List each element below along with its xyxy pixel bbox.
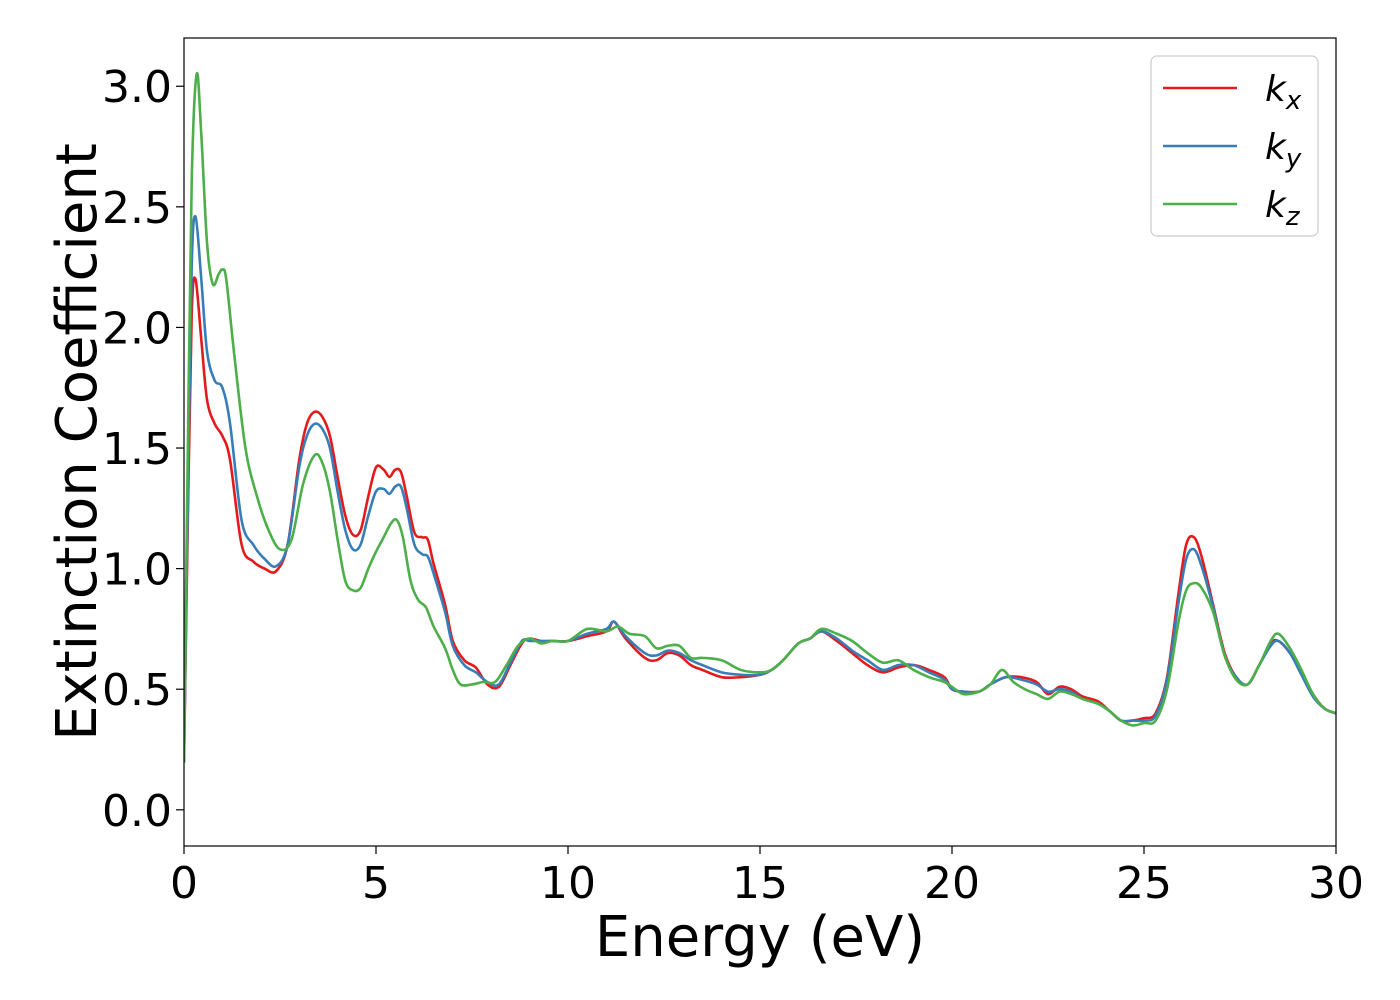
- series-line-ky: [184, 214, 1336, 763]
- y-axis-label: Extinction Coefficient: [45, 143, 110, 741]
- legend-label-ky: ky: [1265, 127, 1302, 174]
- x-tick-label: 15: [732, 858, 788, 909]
- x-tick-label: 30: [1308, 858, 1364, 909]
- y-axis: 0.0 0.5 1.0 1.5 2.0 2.5 3.0: [102, 62, 184, 837]
- x-axis-label: Energy (eV): [595, 905, 925, 970]
- y-tick-label: 2.5: [102, 183, 172, 234]
- y-tick-label: 0.5: [102, 665, 172, 716]
- x-tick-label: 25: [1116, 858, 1172, 909]
- y-tick-label: 3.0: [102, 62, 172, 113]
- y-tick-label: 1.5: [102, 424, 172, 475]
- x-tick-label: 0: [170, 858, 198, 909]
- x-tick-label: 20: [924, 858, 980, 909]
- legend-label-kx: kx: [1265, 69, 1302, 116]
- x-tick-label: 5: [362, 858, 390, 909]
- x-tick-label: 10: [540, 858, 596, 909]
- y-tick-label: 0.0: [102, 786, 172, 837]
- y-tick-label: 2.0: [102, 303, 172, 354]
- series-line-kx: [184, 276, 1336, 763]
- legend-label-kz: kz: [1265, 185, 1301, 232]
- legend: kx ky kz: [1150, 55, 1319, 237]
- x-axis: 0 5 10 15 20 25 30: [170, 846, 1364, 909]
- series-layer: [184, 71, 1336, 763]
- series-line-kz: [184, 71, 1336, 763]
- y-tick-label: 1.0: [102, 545, 172, 596]
